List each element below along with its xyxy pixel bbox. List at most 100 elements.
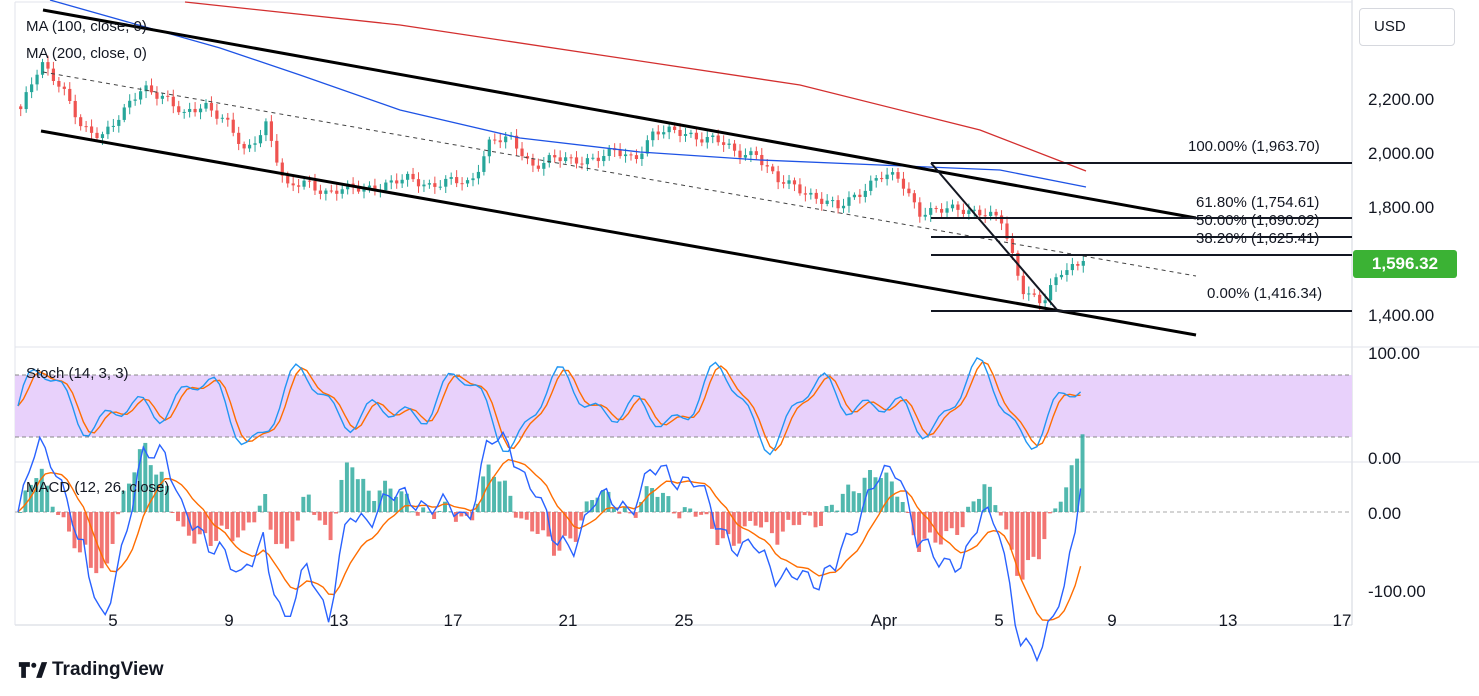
candle-body bbox=[384, 182, 388, 191]
tradingview-logo[interactable]: TradingView bbox=[16, 656, 164, 684]
candle-body bbox=[30, 84, 34, 93]
time-tick-0: 5 bbox=[108, 611, 117, 630]
macd-bar bbox=[334, 512, 338, 514]
macd-bar bbox=[895, 496, 900, 512]
candle-body bbox=[258, 135, 263, 144]
candle-body bbox=[950, 204, 955, 209]
price-tick-1400: 1,400.00 bbox=[1368, 306, 1434, 325]
candle-body bbox=[1043, 300, 1047, 304]
macd-bar bbox=[268, 512, 273, 530]
macd-bar bbox=[857, 493, 862, 512]
macd-bar bbox=[780, 512, 785, 532]
macd-bar bbox=[230, 512, 235, 542]
macd-bar bbox=[557, 512, 562, 551]
macd-bar bbox=[77, 512, 82, 553]
candle-body bbox=[1076, 264, 1080, 266]
macd-bar bbox=[443, 501, 447, 512]
candle-body bbox=[514, 135, 519, 149]
candle-body bbox=[689, 132, 693, 135]
time-tick-1: 9 bbox=[224, 611, 233, 630]
candle-body bbox=[198, 108, 203, 113]
candle-body bbox=[825, 200, 829, 204]
candle-body bbox=[809, 192, 813, 195]
candle-body bbox=[128, 100, 132, 108]
candle-body bbox=[732, 143, 737, 151]
candle-body bbox=[231, 119, 235, 133]
macd-bar bbox=[470, 512, 475, 521]
candle-body bbox=[580, 163, 584, 165]
macd-bar bbox=[742, 512, 747, 527]
macd-tick-0: 0.00 bbox=[1368, 504, 1401, 523]
candle-body bbox=[771, 166, 775, 172]
macd-bar bbox=[644, 486, 649, 512]
macd-bar bbox=[851, 491, 856, 512]
macd-bar bbox=[219, 512, 224, 526]
macd-bar bbox=[241, 512, 246, 531]
macd-bar bbox=[383, 480, 388, 512]
candle-body bbox=[776, 171, 780, 183]
macd-bar bbox=[148, 465, 153, 512]
macd-bar bbox=[900, 502, 905, 512]
stoch-tick-100: 100.00 bbox=[1368, 344, 1420, 363]
candle-body bbox=[983, 215, 987, 217]
candle-body bbox=[967, 210, 971, 214]
fib-382-label: 38.20% (1,625.41) bbox=[1196, 230, 1319, 247]
macd-bar bbox=[23, 490, 28, 512]
macd-bar bbox=[628, 512, 633, 514]
candles-group bbox=[19, 55, 1085, 310]
macd-bar bbox=[987, 486, 992, 512]
stoch-k-line bbox=[17, 356, 1082, 456]
candle-body bbox=[847, 197, 851, 206]
candle-body bbox=[591, 157, 595, 159]
macd-bar bbox=[448, 511, 453, 513]
macd-bar bbox=[922, 512, 927, 539]
candle-body bbox=[19, 106, 23, 110]
candle-body bbox=[427, 183, 431, 185]
candle-body bbox=[95, 132, 99, 139]
macd-bar bbox=[710, 512, 714, 529]
time-tick-10: 17 bbox=[1333, 611, 1352, 630]
candle-body bbox=[302, 180, 306, 187]
macd-bar bbox=[328, 512, 333, 541]
candle-body bbox=[433, 183, 437, 187]
macd-bar bbox=[170, 512, 175, 513]
macd-bar bbox=[688, 508, 693, 512]
macd-bar bbox=[726, 512, 731, 535]
macd-bar bbox=[813, 512, 818, 528]
macd-bar bbox=[868, 470, 872, 512]
candle-body bbox=[743, 155, 748, 158]
candle-body bbox=[139, 91, 143, 100]
macd-bar bbox=[377, 490, 382, 512]
time-tick-9: 13 bbox=[1219, 611, 1238, 630]
candle-body bbox=[182, 111, 186, 113]
fib-50-label: 50.00% (1,690.02) bbox=[1196, 212, 1319, 229]
macd-bar bbox=[917, 512, 922, 552]
candle-body bbox=[297, 185, 301, 187]
candle-body bbox=[209, 102, 214, 111]
macd-bar bbox=[274, 512, 279, 545]
candle-body bbox=[68, 88, 72, 101]
macd-bar bbox=[1064, 487, 1069, 512]
candle-body bbox=[896, 172, 900, 179]
candle-body bbox=[498, 140, 502, 143]
macd-bar bbox=[1020, 512, 1025, 580]
candle-body bbox=[1054, 277, 1058, 286]
price-tick-1800: 1,800.00 bbox=[1368, 198, 1434, 217]
candle-body bbox=[634, 155, 639, 160]
candle-body bbox=[1038, 294, 1042, 304]
candle-body bbox=[264, 121, 268, 136]
macd-bar bbox=[61, 512, 66, 518]
currency-selector[interactable]: USD bbox=[1359, 8, 1455, 46]
macd-bar bbox=[1058, 501, 1063, 512]
candle-body bbox=[531, 158, 535, 166]
macd-bar bbox=[45, 485, 50, 512]
macd-bar bbox=[938, 512, 943, 545]
macd-bar bbox=[1036, 512, 1041, 560]
macd-bar bbox=[339, 479, 344, 512]
candle-body bbox=[705, 136, 709, 143]
macd-bar bbox=[753, 512, 758, 526]
macd-bar bbox=[350, 467, 355, 512]
macd-bar bbox=[682, 507, 687, 512]
macd-bar bbox=[590, 500, 595, 512]
